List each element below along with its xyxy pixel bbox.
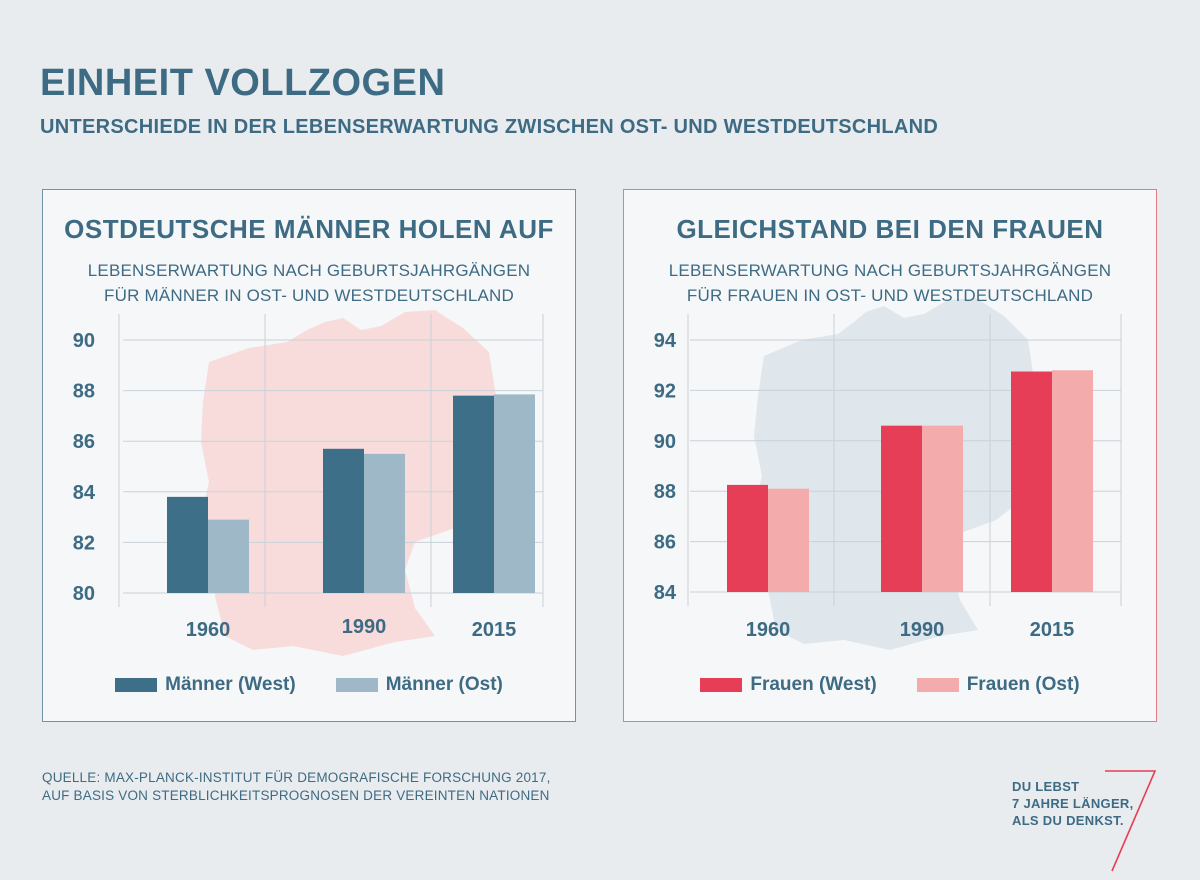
slogan-line-2: 7 JAHRE LÄNGER, [1012,796,1134,811]
women-y-tick-label: 88 [654,481,676,503]
women-category-label: 1960 [746,619,791,641]
legend-label-men-west: Männer (West) [165,674,296,695]
men-bar-ost-1960 [208,519,249,593]
page-subtitle: UNTERSCHIEDE IN DER LEBENSERWARTUNG ZWIS… [40,116,939,138]
women-y-tick-label: 94 [654,330,677,352]
source-line-2: AUF BASIS VON STERBLICHKEITSPROGNOSEN DE… [42,788,550,803]
men-y-tick-label: 80 [73,583,95,605]
men-y-tick-label: 90 [73,330,95,352]
women-bar-ost-1960 [768,488,809,592]
men-category-label: 2015 [472,619,517,641]
women-bar-west-1990 [881,425,922,592]
legend-item-men-west: Männer (West) [115,674,296,696]
women-chart-subtitle-line-2: FÜR FRAUEN IN OST- UND WESTDEUTSCHLAND [686,286,1094,305]
legend-label-women-ost: Frauen (Ost) [966,674,1080,695]
women-y-tick-label: 84 [654,582,677,604]
legend-swatch-men-west [115,678,158,692]
women-y-tick-label: 90 [654,431,676,453]
women-category-label: 1990 [900,619,945,641]
page-title: EINHEIT VOLLZOGEN [40,62,446,104]
men-bar-ost-2015 [494,394,535,593]
women-bar-ost-2015 [1052,370,1093,592]
men-bar-west-2015 [453,395,494,593]
source-line-1: QUELLE: MAX-PLANCK-INSTITUT FÜR DEMOGRAF… [42,770,551,785]
men-chart-panel: 80 82 84 86 88 90 1960 1990 2015 OSTDEUTSCHE MÄ… [42,189,576,722]
women-chart-subtitle: LEBENSERWARTUNG NACH GEBURTSJAHRGÄNGEN F… [624,258,1156,308]
women-chart: 84 86 88 90 92 94 1960 1990 2015 [654,298,1122,650]
legend-swatch-women-ost [916,678,959,692]
legend-item-men-ost: Männer (Ost) [335,674,503,696]
men-chart-subtitle-line-1: LEBENSERWARTUNG NACH GEBURTSJAHRGÄNGEN [87,261,531,280]
slogan-line-1: DU LEBST [1012,779,1080,794]
women-bar-west-2015 [1011,371,1052,592]
women-chart-legend: Frauen (West) Frauen (Ost) [624,670,1156,700]
men-category-label: 1990 [342,616,387,638]
men-chart-subtitle-line-2: FÜR MÄNNER IN OST- UND WESTDEUTSCHLAND [104,286,514,305]
women-bar-west-1960 [727,484,768,592]
women-bar-ost-1990 [922,425,963,592]
legend-swatch-men-ost [335,678,378,692]
men-chart: 80 82 84 86 88 90 1960 1990 2015 [73,310,544,656]
women-y-tick-label: 92 [654,380,676,402]
men-bar-west-1990 [323,448,364,593]
men-chart-title: OSTDEUTSCHE MÄNNER HOLEN AUF [64,214,554,244]
women-chart-subtitle-line-1: LEBENSERWARTUNG NACH GEBURTSJAHRGÄNGEN [668,261,1112,280]
seven-logo [1105,770,1157,872]
women-y-tick-label: 86 [654,532,676,554]
men-bar-west-1960 [167,496,208,593]
legend-label-women-west: Frauen (West) [750,674,877,695]
women-category-label: 2015 [1030,619,1075,641]
men-y-tick-label: 82 [73,532,95,554]
source-note: QUELLE: MAX-PLANCK-INSTITUT FÜR DEMOGRAF… [42,769,551,805]
men-chart-subtitle: LEBENSERWARTUNG NACH GEBURTSJAHRGÄNGEN F… [43,258,575,308]
slogan-line-3: ALS DU DENKST. [1012,813,1124,828]
men-category-label: 1960 [186,619,231,641]
legend-swatch-women-west [700,678,743,692]
women-chart-title: GLEICHSTAND BEI DEN FRAUEN [676,214,1104,244]
women-chart-panel: 84 86 88 90 92 94 1960 1990 2015 GLEICHSTAND BE… [623,189,1157,722]
men-y-tick-label: 86 [73,431,95,453]
men-chart-legend: Männer (West) Männer (Ost) [43,670,575,700]
men-bar-ost-1990 [364,453,405,593]
seven-logo-stroke [1105,770,1157,872]
legend-item-women-west: Frauen (West) [700,674,877,696]
men-y-tick-label: 88 [73,381,95,403]
legend-item-women-ost: Frauen (Ost) [916,674,1080,696]
slogan: DU LEBST 7 JAHRE LÄNGER, ALS DU DENKST. [1012,778,1134,829]
men-y-tick-label: 84 [73,482,96,504]
legend-label-men-ost: Männer (Ost) [385,674,503,695]
